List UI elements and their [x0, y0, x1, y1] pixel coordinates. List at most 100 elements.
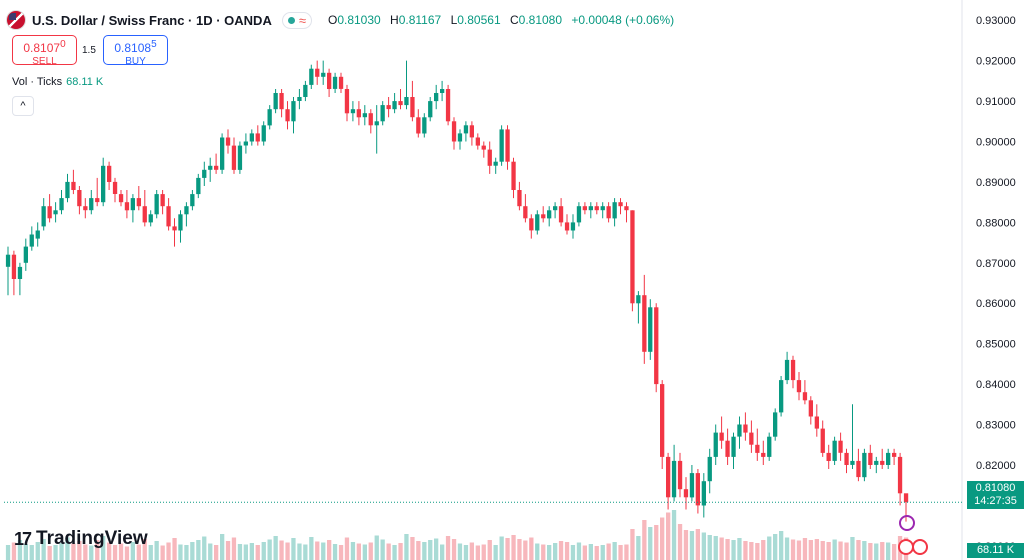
- candle-body: [695, 473, 700, 506]
- candle-body: [660, 384, 665, 457]
- sell-label: SELL: [32, 56, 57, 67]
- candle-body: [796, 380, 802, 393]
- candle-body: [505, 129, 510, 162]
- tradingview-logo-text: TradingView: [36, 528, 148, 549]
- lightning-event-icon[interactable]: [899, 515, 915, 531]
- volume-bar: [83, 544, 88, 560]
- volume-bar: [547, 545, 552, 560]
- candle-body: [499, 129, 504, 162]
- candle-body: [267, 109, 272, 126]
- symbol-title[interactable]: U.S. Dollar / Swiss Franc · 1D · OANDA: [32, 12, 272, 28]
- candle-body: [332, 76, 338, 89]
- volume-bar: [309, 537, 314, 560]
- sell-price: 0.8107: [23, 41, 61, 55]
- volume-bar: [249, 543, 254, 560]
- buy-button[interactable]: 0.81085 BUY: [103, 35, 168, 67]
- y-tick-label: 0.86000: [976, 298, 1016, 310]
- candle-body: [5, 254, 11, 267]
- volume-bar: [23, 544, 28, 560]
- candle-body: [897, 456, 903, 494]
- y-tick-label: 0.91000: [976, 96, 1016, 108]
- candle-body: [773, 412, 778, 437]
- volume-bar: [77, 541, 82, 560]
- collapse-legend-button[interactable]: ^: [12, 96, 34, 116]
- volume-bar: [624, 544, 629, 560]
- volume-bar: [101, 536, 106, 560]
- volume-legend[interactable]: Vol · Ticks 68.11 K: [12, 76, 103, 88]
- volume-bar: [65, 537, 70, 560]
- y-tick-label: 0.82000: [976, 460, 1016, 472]
- volume-bar: [11, 542, 17, 560]
- candle-body: [671, 460, 677, 498]
- volume-bar: [89, 545, 94, 560]
- candle-body: [844, 452, 849, 465]
- volume-bar: [273, 536, 278, 560]
- volume-bar: [826, 542, 831, 560]
- volume-bar: [445, 536, 451, 560]
- candle-body: [755, 444, 760, 453]
- candle-body: [17, 266, 23, 279]
- candle-body: [410, 97, 415, 118]
- volume-bar: [285, 542, 290, 560]
- volume-bar: [124, 546, 130, 560]
- volume-bar: [588, 544, 593, 560]
- candle-body: [279, 93, 284, 110]
- candle-body: [719, 432, 724, 441]
- candle-body: [779, 380, 784, 413]
- volume-bar: [386, 543, 391, 560]
- buy-label: BUY: [125, 56, 146, 67]
- wave-icon: ≈: [298, 12, 306, 28]
- volume-bar: [737, 538, 742, 560]
- volume-bar: [558, 541, 564, 560]
- volume-bar: [214, 545, 219, 560]
- candle-body: [445, 89, 451, 122]
- candle-body: [576, 206, 582, 223]
- candle-body: [422, 117, 427, 134]
- candle-body: [612, 202, 617, 219]
- candle-body: [380, 105, 385, 122]
- volume-bar: [95, 540, 100, 560]
- candle-body: [553, 206, 558, 211]
- high-value: 0.81167: [398, 13, 442, 27]
- volume-bar: [344, 537, 350, 560]
- candle-body: [416, 117, 421, 134]
- volume-bar: [600, 545, 605, 560]
- candle-body: [404, 97, 409, 106]
- candle-body: [874, 460, 879, 465]
- sell-button[interactable]: 0.81070 SELL: [12, 35, 77, 67]
- market-open-dot-icon: [287, 16, 295, 24]
- candle-body: [190, 194, 195, 207]
- volume-bar: [136, 544, 141, 560]
- buy-price-pip: 5: [151, 39, 157, 50]
- candle-body: [784, 359, 790, 381]
- volume-bar: [350, 542, 356, 560]
- volume-bar: [17, 540, 23, 560]
- candle-body: [107, 165, 112, 182]
- volume-bar: [618, 545, 623, 560]
- volume-bar: [59, 543, 64, 560]
- volume-bar: [202, 536, 207, 560]
- volume-bar: [279, 540, 284, 560]
- candle-body: [23, 246, 28, 263]
- volume-bar: [564, 542, 570, 560]
- candle-body: [220, 137, 225, 170]
- volume-bar: [220, 534, 225, 560]
- tradingview-logo[interactable]: 17 TradingView: [14, 528, 148, 550]
- volume-bar: [790, 539, 796, 560]
- candle-body: [297, 97, 302, 101]
- economic-event-flag-icon-2[interactable]: [912, 539, 928, 555]
- volume-bar: [440, 544, 445, 560]
- volume-bar: [463, 545, 469, 560]
- volume-bar: [880, 542, 885, 560]
- candle-body: [434, 93, 439, 102]
- volume-bar: [434, 538, 439, 560]
- candle-body: [600, 206, 605, 211]
- market-status-pill[interactable]: ≈: [281, 11, 312, 29]
- volume-bar: [338, 545, 344, 560]
- candle-body: [469, 125, 474, 138]
- candle-body: [529, 218, 534, 231]
- volume-bar: [154, 541, 159, 560]
- candle-body: [196, 177, 201, 195]
- volume-bar: [517, 539, 522, 560]
